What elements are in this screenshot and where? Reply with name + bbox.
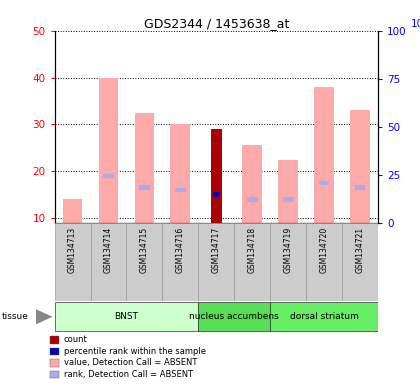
Text: GSM134718: GSM134718 <box>248 227 257 273</box>
Bar <box>103 174 114 178</box>
Text: tissue: tissue <box>2 312 29 321</box>
Bar <box>270 223 306 301</box>
Text: GSM134715: GSM134715 <box>140 227 149 273</box>
Text: GSM134713: GSM134713 <box>68 227 77 273</box>
Bar <box>91 223 126 301</box>
Bar <box>63 199 82 223</box>
Text: BNST: BNST <box>115 312 139 321</box>
Bar <box>175 188 186 192</box>
Text: GSM134714: GSM134714 <box>104 227 113 273</box>
Bar <box>314 87 334 223</box>
Bar <box>198 223 234 301</box>
Bar <box>342 223 378 301</box>
Bar <box>306 223 342 301</box>
Bar <box>198 302 270 331</box>
Bar <box>99 78 118 223</box>
Text: rank, Detection Call = ABSENT: rank, Detection Call = ABSENT <box>64 370 193 379</box>
Bar <box>211 129 222 223</box>
Bar <box>283 197 294 202</box>
Bar <box>354 185 365 190</box>
Bar <box>126 223 163 301</box>
Text: GSM134721: GSM134721 <box>356 227 365 273</box>
Bar <box>278 159 298 223</box>
Text: nucleus accumbens: nucleus accumbens <box>189 312 279 321</box>
Polygon shape <box>36 309 52 324</box>
Bar <box>234 223 270 301</box>
Bar <box>319 180 329 185</box>
Bar <box>163 223 198 301</box>
Bar <box>55 302 198 331</box>
Text: GSM134717: GSM134717 <box>212 227 221 273</box>
Text: dorsal striatum: dorsal striatum <box>290 312 359 321</box>
Text: percentile rank within the sample: percentile rank within the sample <box>64 347 206 356</box>
Bar <box>242 146 262 223</box>
Title: GDS2344 / 1453638_at: GDS2344 / 1453638_at <box>144 17 289 30</box>
Bar <box>55 223 91 301</box>
Bar <box>270 302 378 331</box>
Bar <box>213 192 220 197</box>
Bar <box>350 110 370 223</box>
Text: GSM134716: GSM134716 <box>176 227 185 273</box>
Text: GSM134719: GSM134719 <box>284 227 293 273</box>
Bar <box>247 197 257 202</box>
Bar <box>171 124 190 223</box>
Text: value, Detection Call = ABSENT: value, Detection Call = ABSENT <box>64 358 197 367</box>
Text: 100%: 100% <box>410 19 420 29</box>
Bar <box>139 185 150 190</box>
Text: GSM134720: GSM134720 <box>320 227 328 273</box>
Bar <box>134 113 154 223</box>
Text: count: count <box>64 335 88 344</box>
